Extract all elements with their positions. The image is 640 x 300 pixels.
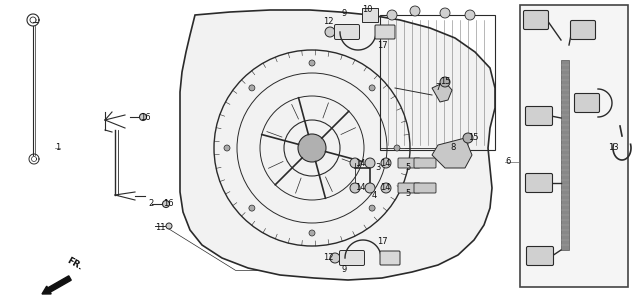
Text: 10: 10 [362,5,372,14]
Text: 9: 9 [342,10,348,19]
Bar [561,60,569,250]
Circle shape [369,205,375,211]
Text: 8: 8 [450,143,456,152]
Bar [380,15,495,150]
FancyBboxPatch shape [339,250,365,266]
Circle shape [249,85,255,91]
Circle shape [410,6,420,16]
Text: 13: 13 [608,143,619,152]
Text: 7: 7 [435,83,440,92]
FancyBboxPatch shape [525,106,552,125]
Text: 17: 17 [377,40,388,50]
Circle shape [309,230,315,236]
FancyBboxPatch shape [398,183,420,193]
Text: 5: 5 [405,164,410,172]
FancyBboxPatch shape [575,94,600,112]
Circle shape [330,253,340,263]
Circle shape [249,205,255,211]
FancyBboxPatch shape [380,251,400,265]
Text: 9: 9 [342,266,348,274]
FancyBboxPatch shape [414,158,436,168]
Text: 14: 14 [355,158,365,167]
Circle shape [224,145,230,151]
Bar [362,8,378,22]
FancyBboxPatch shape [398,158,420,168]
Circle shape [140,113,147,121]
Text: 6: 6 [505,158,510,166]
Circle shape [325,27,335,37]
FancyBboxPatch shape [527,247,554,266]
Text: 3: 3 [375,164,380,172]
Text: 5: 5 [405,188,410,197]
Text: 15: 15 [468,134,479,142]
Text: 1: 1 [55,143,60,152]
FancyBboxPatch shape [570,20,595,40]
Circle shape [440,77,450,87]
Circle shape [463,133,473,143]
Circle shape [465,10,475,20]
Text: 17: 17 [377,238,388,247]
FancyBboxPatch shape [335,25,360,40]
Text: 4: 4 [372,190,377,200]
Circle shape [365,183,375,193]
Text: 12: 12 [323,17,333,26]
Circle shape [163,200,170,208]
Circle shape [440,8,450,18]
Circle shape [381,183,391,193]
Circle shape [387,10,397,20]
Text: 14: 14 [380,158,390,167]
Text: FR.: FR. [65,256,84,272]
Circle shape [350,183,360,193]
Text: 14: 14 [380,184,390,193]
Text: 11: 11 [155,224,166,232]
Text: 14: 14 [355,184,365,193]
Circle shape [394,145,400,151]
Text: 12: 12 [323,254,333,262]
Circle shape [166,223,172,229]
Text: 15: 15 [440,77,451,86]
Bar [520,5,628,287]
Circle shape [369,85,375,91]
Circle shape [381,158,391,168]
Text: 16: 16 [140,113,150,122]
Circle shape [298,134,326,162]
Circle shape [365,158,375,168]
FancyBboxPatch shape [524,11,548,29]
Polygon shape [432,138,472,168]
Circle shape [309,60,315,66]
FancyArrow shape [42,276,71,294]
FancyBboxPatch shape [414,183,436,193]
Circle shape [350,158,360,168]
Polygon shape [180,10,495,280]
Text: 2: 2 [148,199,153,208]
Text: 16: 16 [163,199,173,208]
Polygon shape [432,82,452,102]
FancyBboxPatch shape [375,25,395,39]
FancyBboxPatch shape [525,173,552,193]
